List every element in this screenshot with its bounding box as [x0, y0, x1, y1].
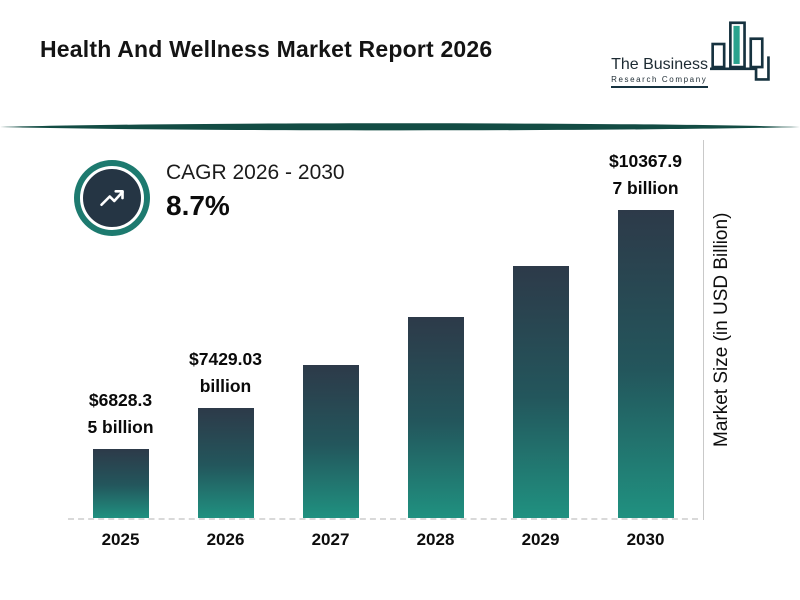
bar-2027 [302, 365, 359, 518]
bar-chart-logo-icon [710, 21, 770, 81]
bar-slot-2028 [383, 208, 488, 518]
bar-2029 [512, 266, 569, 518]
x-tick-2030: 2030 [626, 530, 665, 549]
cagr-value: 8.7% [166, 190, 230, 221]
cagr-annotation: CAGR 2026 - 2030 8.7% [72, 158, 345, 230]
company-logo-text: The Business Research Company [611, 56, 708, 88]
plot-area: $6828.3 5 billion $7429.03 billion $10367.9 7… [68, 151, 698, 520]
y-axis-title: Market Size (in USD Billion) [711, 212, 732, 448]
bar-slot-2027 [278, 208, 383, 518]
divider-line [0, 123, 800, 131]
bar-value-label-2026: $7429.03 billion [189, 349, 262, 396]
logo-line2: Research Company [611, 75, 708, 84]
bar-value-label-2030: $10367.9 7 billion [609, 151, 682, 198]
bar-2030 [617, 210, 674, 518]
bar-slot-2029 [488, 208, 593, 518]
x-tick-2027: 2027 [311, 530, 350, 549]
bar-slot-2030: $10367.9 7 billion [593, 151, 698, 518]
bar-slot-2026: $7429.03 billion [173, 208, 278, 518]
x-tick-2028: 2028 [416, 530, 455, 549]
bar-value-label-2025: $6828.3 5 billion [87, 390, 154, 437]
page-title: Health And Wellness Market Report 2026 [40, 36, 493, 62]
cagr-label: CAGR 2026 - 2030 [166, 161, 345, 184]
trend-up-icon [80, 166, 144, 230]
x-tick-2026: 2026 [206, 530, 245, 549]
bar-2025 [92, 449, 149, 518]
logo-line1: The Business [611, 56, 708, 73]
company-logo: The Business Research Company [611, 16, 772, 88]
x-tick-2025: 2025 [101, 530, 140, 549]
cagr-texts: CAGR 2026 - 2030 8.7% [166, 158, 345, 224]
y-axis-line [703, 140, 704, 520]
bar-slot-2025: $6828.3 5 billion [68, 208, 173, 518]
x-axis-labels: 2025 2026 2027 2028 2029 2030 [68, 530, 698, 550]
x-tick-2029: 2029 [521, 530, 560, 549]
bar-2028 [407, 317, 464, 518]
bar-2026 [197, 408, 254, 518]
